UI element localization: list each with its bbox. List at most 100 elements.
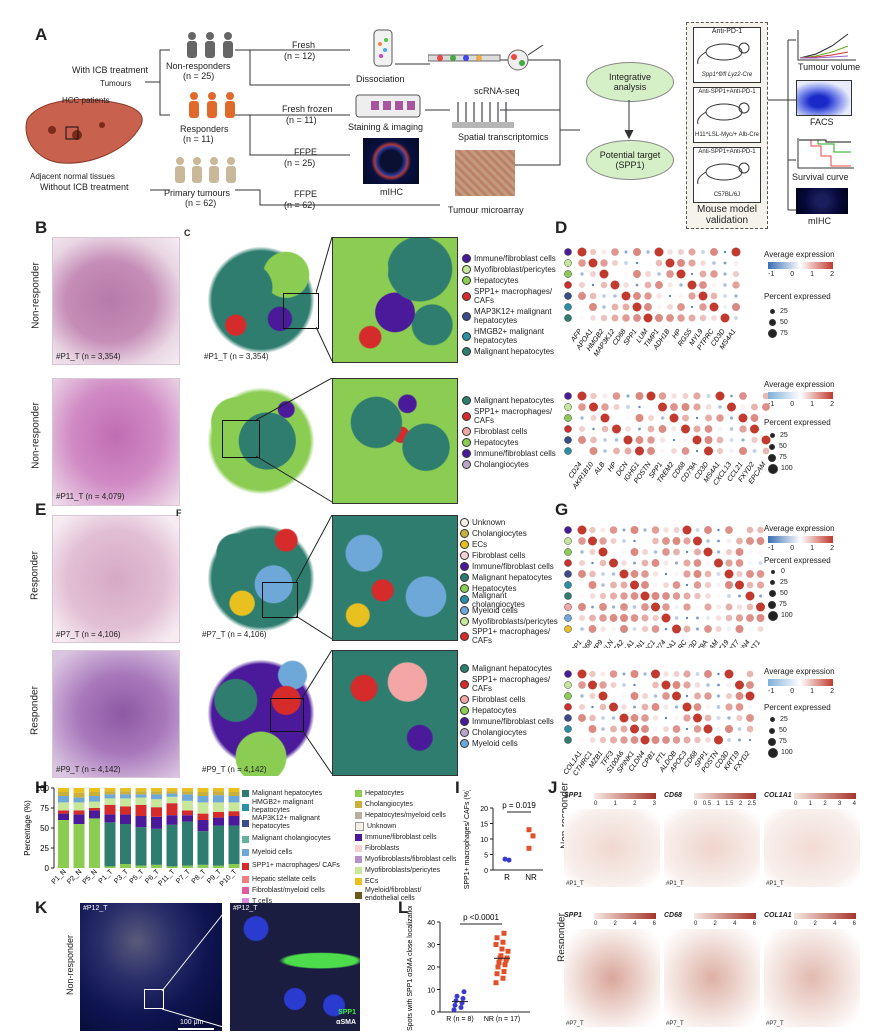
row-color-dot	[564, 559, 572, 567]
dotplot-point	[579, 315, 585, 321]
dotplot-point	[641, 603, 649, 611]
dotplot-point	[736, 714, 743, 722]
dotplot-point	[752, 393, 757, 399]
dotplot-point	[644, 303, 652, 311]
dotplot-point	[705, 560, 711, 566]
k-scale-bar	[178, 1028, 214, 1030]
dotplot-point	[677, 303, 685, 311]
dotplot-point	[746, 681, 754, 689]
dotplot-point	[727, 716, 731, 720]
dotplot-point	[751, 436, 758, 444]
dotplot-point	[712, 261, 716, 265]
dotplot-point	[705, 593, 711, 599]
dotplot-point	[692, 435, 702, 445]
bar-segment	[182, 794, 193, 801]
dotplot-point	[580, 694, 584, 698]
dotplot-point	[716, 726, 721, 732]
he-image-p9	[52, 650, 180, 778]
dotplot-point	[682, 414, 689, 422]
spatial-icon	[452, 102, 514, 128]
st-map-p1	[198, 237, 324, 363]
dotplot-point	[703, 724, 713, 734]
mouse-validation-label: Mouse model validation	[696, 204, 758, 226]
ffpe1-n: (n = 25)	[284, 158, 316, 168]
j-colorbar	[694, 793, 756, 799]
dotplot-point	[683, 437, 688, 443]
mihc-zoom-image: #P12_T SPP1 αSMA	[230, 903, 360, 1031]
dotplot-point	[746, 526, 754, 534]
x-tick-label: P1_T	[98, 868, 115, 885]
he-p11-caption: #P11_T (n = 4,079)	[56, 492, 125, 501]
dotplot-point	[656, 304, 662, 310]
responder-label-1: Responder	[29, 551, 41, 600]
k-zoom-sample-label: #P12_T	[233, 905, 258, 912]
he-image-p7	[52, 515, 180, 643]
dotplot-point	[716, 593, 721, 599]
dotplot-point	[621, 560, 627, 566]
dotplot-point	[612, 392, 621, 400]
dotplot-point	[635, 436, 644, 444]
y-tick-label: 20	[427, 965, 435, 972]
dotplot-point	[652, 715, 659, 721]
dotplot-point	[624, 250, 628, 254]
gene-tick-label: CD79A	[691, 639, 710, 648]
dotplot-point	[643, 528, 647, 532]
dotplot-point	[704, 526, 712, 534]
dotplot-point	[665, 258, 675, 268]
row-color-dot	[564, 281, 572, 289]
dotplot-point	[674, 604, 679, 610]
bar-segment	[151, 807, 162, 817]
d2-avg-title: Average expression	[764, 380, 835, 389]
dotplot-point	[662, 736, 670, 744]
dotplot-point	[667, 249, 673, 255]
dotplot-point	[655, 314, 663, 322]
down-arrow-icon	[624, 100, 634, 140]
data-point-r	[451, 1007, 457, 1013]
dotplot-point	[694, 592, 701, 600]
gene-tick-label: HP	[607, 461, 619, 473]
dotplot-point	[588, 625, 597, 633]
dotplot-point	[735, 625, 744, 633]
dotplot-point	[711, 282, 717, 288]
st-zoom-p1	[332, 237, 458, 363]
bar-segment	[213, 812, 224, 818]
bar-segment	[135, 788, 147, 792]
dotplot-point	[695, 449, 699, 453]
dotplot-point	[624, 261, 628, 265]
j-sample-label: #P1_T	[566, 881, 584, 887]
dotplot-point	[704, 714, 712, 722]
bar-segment	[228, 788, 240, 792]
dotplot-point	[685, 694, 689, 698]
j-spatial-expression-image	[664, 929, 760, 1027]
dotplot-point	[630, 570, 639, 578]
bar-segment	[120, 794, 131, 799]
dotplot-point	[580, 627, 584, 631]
bar-segment	[166, 788, 178, 792]
y-tick-label: 25	[40, 844, 49, 853]
dotplot-point	[673, 670, 680, 678]
dotplot-point	[723, 283, 727, 287]
bar-segment	[151, 794, 162, 800]
dotplot-point	[651, 592, 660, 600]
data-point-nr	[493, 980, 499, 986]
dotplot-point	[730, 394, 733, 398]
dotplot-point	[621, 693, 627, 699]
dotplot-point	[633, 248, 641, 256]
dotplot-point	[600, 314, 608, 322]
dotplot-g1: SPP1CD68MMP9TAGLNACTA2COL1A1FN1CTHRC1CD2…	[564, 525, 765, 648]
gene-tick-label: CD68	[578, 639, 594, 648]
bar-segment	[213, 791, 224, 796]
dotplot-point	[735, 680, 744, 690]
dotplot-point	[666, 270, 674, 278]
dotplot-point	[610, 725, 617, 733]
dotplot-point	[600, 413, 610, 423]
panel-b-label: B	[35, 218, 48, 237]
dotplot-point	[746, 570, 754, 578]
dotplot-point	[619, 569, 629, 579]
bar-segment	[104, 798, 116, 805]
j-colorbar	[594, 793, 656, 799]
mihc-out-label: mIHC	[808, 216, 831, 226]
dotplot-point	[620, 614, 628, 622]
zoom-lines-p7	[296, 515, 333, 640]
zoom-box-p9	[270, 698, 304, 732]
